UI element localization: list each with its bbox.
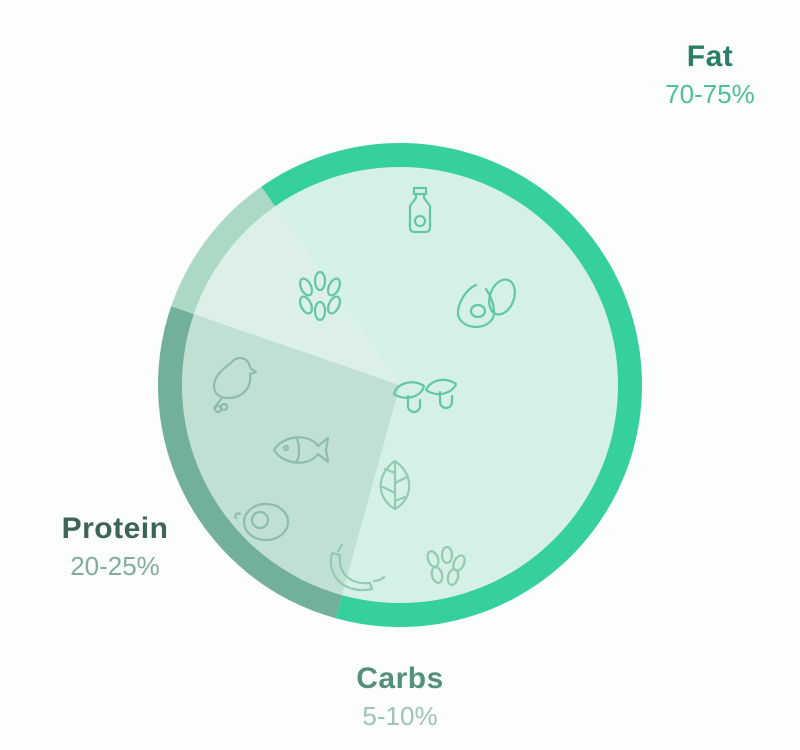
label-protein: Protein 20-25% [15, 510, 215, 582]
label-fat-title: Fat [630, 38, 790, 76]
label-protein-title: Protein [15, 510, 215, 548]
macro-pie-infographic: Fat 70-75% Protein 20-25% Carbs 5-10% [0, 0, 800, 750]
label-fat: Fat 70-75% [630, 38, 790, 110]
label-protein-percent: 20-25% [15, 550, 215, 583]
label-fat-percent: 70-75% [630, 78, 790, 111]
label-carbs: Carbs 5-10% [300, 660, 500, 732]
pie-chart [0, 0, 800, 750]
label-carbs-title: Carbs [300, 660, 500, 698]
label-carbs-percent: 5-10% [300, 700, 500, 733]
